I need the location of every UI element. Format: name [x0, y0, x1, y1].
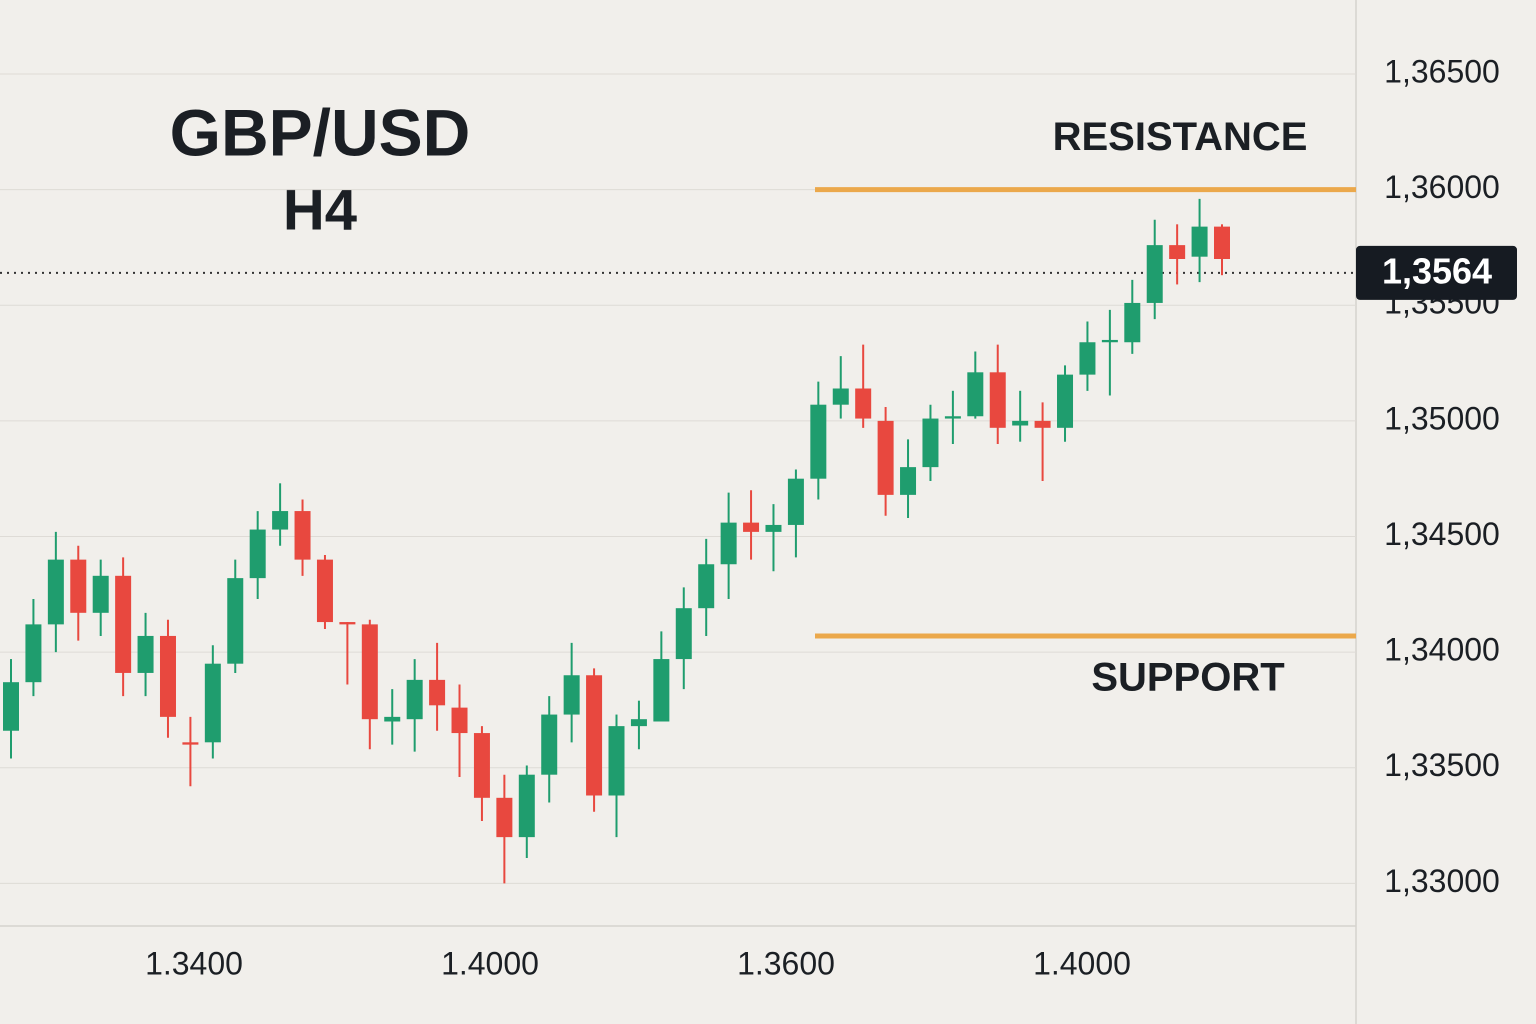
candle-body — [944, 416, 961, 419]
candle-body — [967, 372, 984, 417]
current-price-box — [1356, 245, 1517, 300]
candle-body — [384, 716, 401, 722]
candle-body — [227, 578, 244, 664]
candle-body — [137, 635, 154, 673]
candle-body — [698, 564, 715, 609]
y-tick-label: 1,33000 — [1384, 863, 1500, 899]
current-price-label: 1,3564 — [1382, 250, 1492, 291]
y-tick-label: 1,35000 — [1384, 400, 1500, 436]
candle-body — [47, 559, 64, 625]
candle-body — [675, 608, 692, 660]
y-tick-label: 1,33500 — [1384, 747, 1500, 783]
candle-body — [563, 675, 580, 715]
candle-body — [787, 478, 804, 525]
candle-body — [1101, 339, 1118, 343]
candle-body — [653, 659, 670, 722]
candle-body — [25, 624, 42, 683]
candle-body — [1191, 226, 1208, 257]
candle-body — [115, 575, 132, 673]
candle-body — [70, 559, 87, 613]
candle-body — [92, 575, 109, 613]
candle-body — [630, 719, 647, 727]
candle-body — [3, 682, 19, 731]
candle-body — [720, 522, 737, 565]
candle-body — [1169, 245, 1186, 259]
candle-body — [1214, 226, 1230, 259]
candle-body — [339, 622, 356, 625]
x-tick-label: 1.4000 — [441, 945, 539, 981]
candle-body — [1034, 420, 1051, 428]
candle-body — [608, 726, 625, 796]
candle-body — [877, 420, 894, 495]
candle-body — [473, 733, 490, 798]
candle-body — [810, 404, 827, 479]
candle-body — [451, 707, 468, 734]
candle-body — [518, 774, 535, 838]
x-tick-label: 1.4000 — [1033, 945, 1131, 981]
candle-body — [855, 388, 872, 419]
y-tick-label: 1,36500 — [1384, 53, 1500, 89]
y-tick-label: 1,34500 — [1384, 516, 1500, 552]
candle-body — [429, 679, 446, 706]
candle-body — [182, 742, 199, 745]
candle-body — [765, 524, 782, 532]
y-tick-label: 1,34000 — [1384, 632, 1500, 668]
x-tick-label: 1.3400 — [145, 945, 243, 981]
candle-body — [586, 675, 603, 796]
candle-body — [294, 511, 311, 560]
candle-body — [159, 635, 176, 717]
candle-body — [1079, 342, 1096, 375]
x-tick-label: 1.3600 — [737, 945, 835, 981]
candle-body — [1012, 420, 1029, 426]
resistance-label: RESISTANCE — [1053, 115, 1308, 159]
candle-body — [316, 559, 333, 623]
candle-body — [900, 467, 917, 495]
chart-subtitle: H4 — [283, 177, 357, 242]
candle-body — [832, 388, 849, 405]
support-label: SUPPORT — [1091, 656, 1284, 700]
candle-body — [541, 714, 558, 775]
candle-body — [922, 418, 939, 468]
candle-body — [361, 624, 378, 720]
candle-body — [1057, 374, 1074, 428]
candle-body — [989, 372, 1006, 428]
candle-body — [204, 663, 221, 743]
candle-body — [743, 522, 760, 532]
y-tick-label: 1,36000 — [1384, 169, 1500, 205]
candle-body — [1124, 302, 1141, 343]
candle-body — [272, 511, 289, 530]
candle-body — [249, 529, 266, 579]
candle-body — [1146, 245, 1163, 303]
chart-title: GBP/USD — [170, 95, 471, 169]
candle-body — [496, 797, 513, 838]
candle-body — [406, 679, 423, 720]
